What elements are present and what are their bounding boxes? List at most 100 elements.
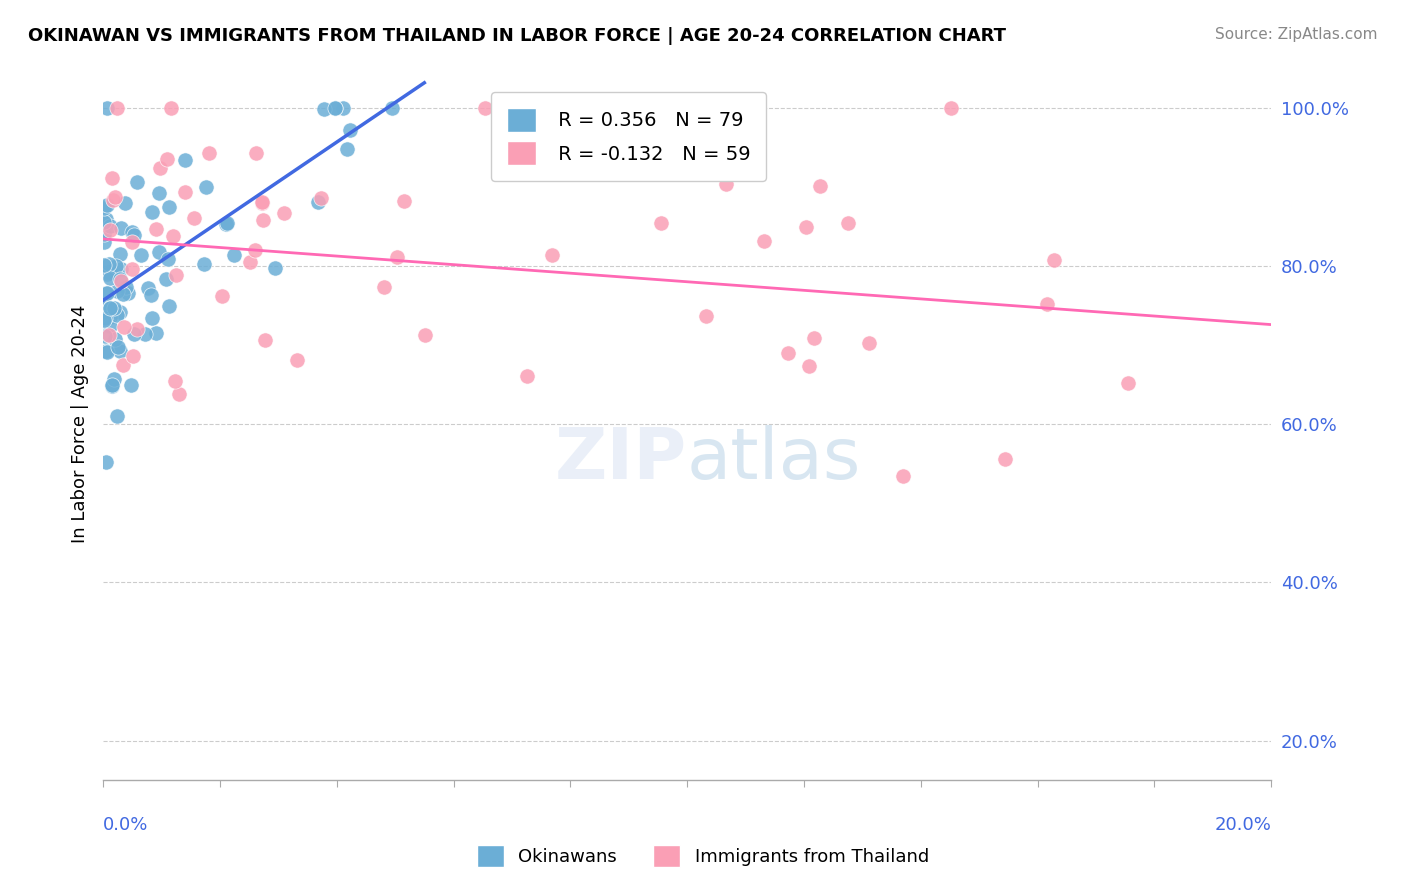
Okinawans — [93, 201, 115, 215]
Okinawans — [323, 101, 346, 115]
Immigrants from Thailand — [1116, 376, 1139, 391]
Immigrants from Thailand — [373, 279, 395, 293]
Immigrants from Thailand — [797, 359, 820, 373]
Okinawans — [339, 123, 361, 137]
Immigrants from Thailand — [104, 190, 127, 204]
Immigrants from Thailand — [285, 353, 308, 368]
Okinawans — [134, 326, 156, 341]
Immigrants from Thailand — [127, 322, 149, 336]
Okinawans — [122, 326, 145, 341]
Immigrants from Thailand — [796, 220, 818, 235]
Y-axis label: In Labor Force | Age 20-24: In Labor Force | Age 20-24 — [72, 305, 89, 543]
Okinawans — [114, 195, 136, 210]
Immigrants from Thailand — [803, 331, 825, 345]
Okinawans — [122, 228, 145, 243]
Okinawans — [98, 271, 121, 285]
Immigrants from Thailand — [252, 194, 274, 209]
Okinawans — [96, 286, 118, 301]
Okinawans — [110, 344, 132, 359]
Immigrants from Thailand — [540, 248, 562, 262]
Okinawans — [215, 216, 238, 230]
Immigrants from Thailand — [111, 358, 134, 372]
Immigrants from Thailand — [110, 274, 132, 288]
Immigrants from Thailand — [155, 153, 177, 167]
Okinawans — [104, 260, 127, 274]
Immigrants from Thailand — [695, 309, 717, 323]
Immigrants from Thailand — [211, 289, 233, 303]
Okinawans — [101, 379, 124, 393]
Okinawans — [112, 287, 135, 301]
Immigrants from Thailand — [112, 320, 135, 334]
Okinawans — [103, 332, 125, 346]
Okinawans — [224, 248, 246, 262]
Immigrants from Thailand — [103, 194, 125, 208]
Okinawans — [139, 288, 162, 302]
Immigrants from Thailand — [174, 185, 197, 199]
Immigrants from Thailand — [167, 387, 190, 401]
Okinawans — [215, 218, 238, 232]
Okinawans — [115, 280, 138, 294]
Immigrants from Thailand — [252, 212, 274, 227]
Okinawans — [103, 301, 125, 315]
Okinawans — [332, 101, 354, 115]
Okinawans — [157, 299, 180, 313]
Okinawans — [157, 200, 180, 214]
Immigrants from Thailand — [105, 101, 128, 115]
Okinawans — [96, 198, 118, 212]
Okinawans — [93, 235, 115, 250]
Okinawans — [105, 285, 128, 299]
Okinawans — [195, 180, 218, 194]
Okinawans — [129, 248, 152, 262]
Okinawans — [96, 343, 118, 358]
Text: Source: ZipAtlas.com: Source: ZipAtlas.com — [1215, 27, 1378, 42]
Okinawans — [105, 308, 128, 322]
Okinawans — [145, 326, 167, 340]
Immigrants from Thailand — [239, 255, 262, 269]
Okinawans — [100, 301, 122, 315]
Immigrants from Thailand — [939, 101, 962, 115]
Okinawans — [96, 101, 118, 115]
Immigrants from Thailand — [858, 335, 880, 350]
Okinawans — [110, 262, 132, 277]
Okinawans — [125, 175, 148, 189]
Okinawans — [98, 219, 121, 233]
Okinawans — [97, 257, 120, 271]
Okinawans — [93, 227, 115, 241]
Okinawans — [141, 205, 163, 219]
Immigrants from Thailand — [100, 171, 122, 186]
Immigrants from Thailand — [837, 216, 859, 230]
Immigrants from Thailand — [650, 216, 672, 230]
Okinawans — [96, 212, 118, 227]
Immigrants from Thailand — [253, 333, 276, 347]
Immigrants from Thailand — [778, 346, 800, 360]
Immigrants from Thailand — [165, 374, 187, 388]
Okinawans — [148, 245, 170, 260]
Immigrants from Thailand — [121, 235, 143, 249]
Immigrants from Thailand — [273, 205, 295, 219]
Immigrants from Thailand — [159, 101, 181, 115]
Immigrants from Thailand — [183, 211, 205, 225]
Okinawans — [96, 300, 118, 314]
Okinawans — [94, 310, 117, 325]
Okinawans — [108, 247, 131, 261]
Okinawans — [110, 221, 132, 235]
Immigrants from Thailand — [243, 243, 266, 257]
Immigrants from Thailand — [392, 194, 415, 208]
Immigrants from Thailand — [145, 221, 167, 235]
Immigrants from Thailand — [309, 191, 332, 205]
Okinawans — [96, 344, 118, 359]
Immigrants from Thailand — [98, 222, 121, 236]
Immigrants from Thailand — [162, 228, 184, 243]
Okinawans — [336, 142, 359, 156]
Immigrants from Thailand — [122, 349, 145, 363]
Immigrants from Thailand — [121, 261, 143, 276]
Immigrants from Thailand — [252, 196, 274, 211]
Okinawans — [121, 225, 143, 239]
Text: 0.0%: 0.0% — [103, 815, 149, 834]
Immigrants from Thailand — [1042, 253, 1064, 268]
Okinawans — [117, 285, 139, 300]
Okinawans — [307, 194, 329, 209]
Okinawans — [98, 318, 121, 333]
Immigrants from Thailand — [385, 251, 408, 265]
Okinawans — [108, 272, 131, 286]
